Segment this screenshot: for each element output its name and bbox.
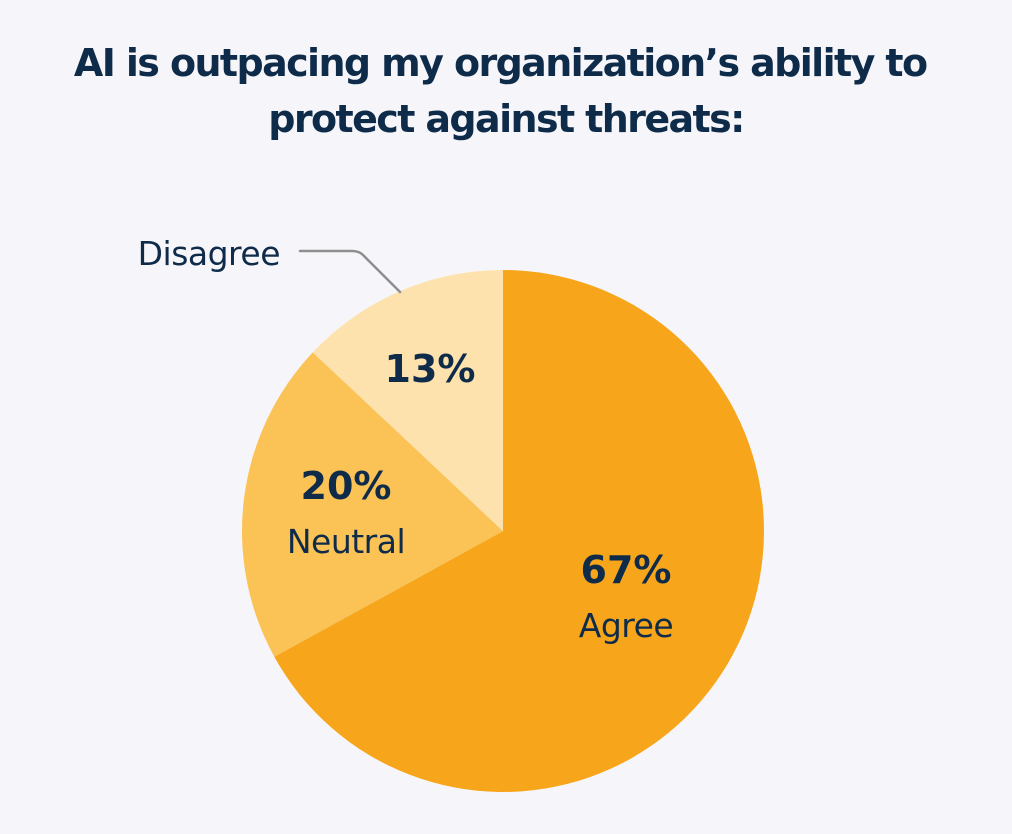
pie-slice-agree (274, 270, 764, 792)
pie-slice-neutral (241, 352, 503, 657)
pie-slices (241, 270, 764, 792)
neutral-category-label: Neutral (287, 522, 405, 561)
neutral-value-label: 20% (301, 464, 392, 508)
disagree-value-label: 13% (385, 347, 476, 391)
agree-category-label: Agree (579, 606, 673, 645)
chart-title-line-1: AI is outpacing my organization’s abilit… (74, 41, 927, 85)
pie-slice-disagree (312, 270, 503, 531)
chart-title: AI is outpacing my organization’s abilit… (74, 41, 938, 141)
agree-value-label: 67% (581, 548, 672, 592)
disagree-leader-line (298, 249, 402, 294)
chart-title-line-2: protect against threats: (268, 97, 743, 141)
disagree-callout-label: Disagree (138, 234, 280, 273)
